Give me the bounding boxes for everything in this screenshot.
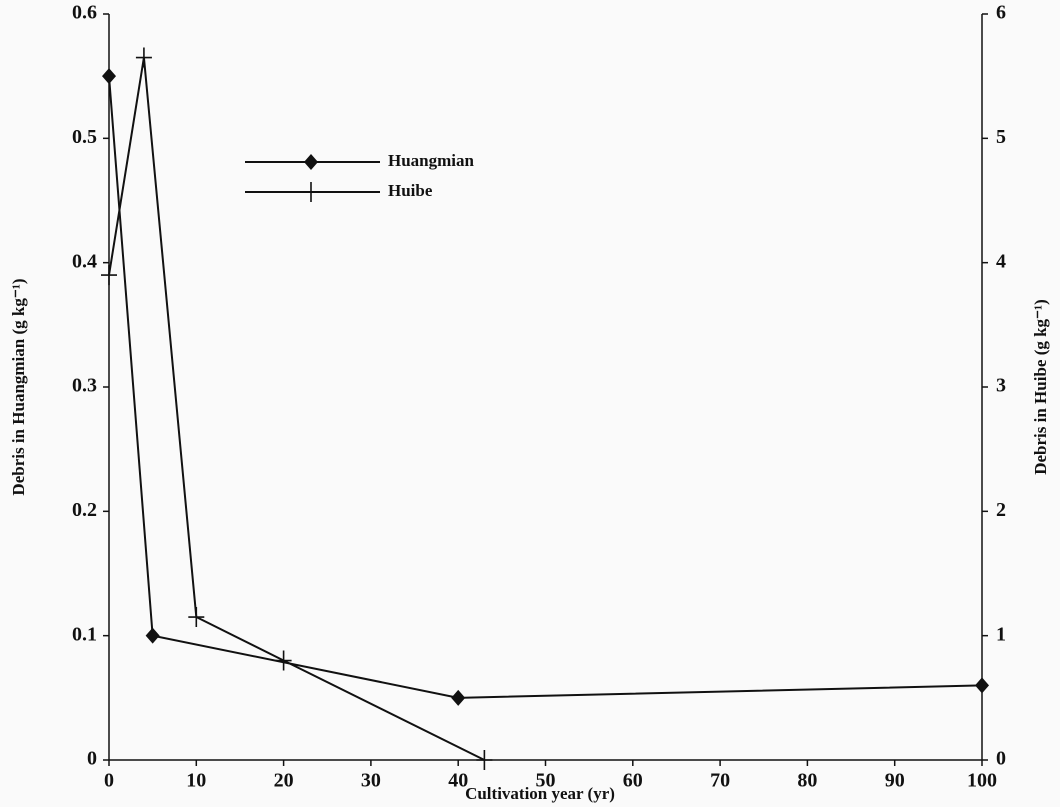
marker xyxy=(476,750,493,770)
x-tick-label: 10 xyxy=(186,770,206,792)
x-tick-label: 20 xyxy=(274,770,294,792)
y2-tick-label: 2 xyxy=(996,499,1006,521)
x-tick-label: 80 xyxy=(797,770,817,792)
y-tick-label: 0.3 xyxy=(72,375,97,397)
y-tick-label: 0.1 xyxy=(72,623,97,645)
marker xyxy=(451,689,466,706)
series-line xyxy=(108,76,983,699)
y2-tick-label: 1 xyxy=(996,623,1006,645)
y2-axis-title: Debris in Huibe (g kg⁻¹) xyxy=(1031,299,1050,475)
x-tick-label: 60 xyxy=(623,770,643,792)
legend-label: Huangmian xyxy=(388,151,475,170)
y-tick-label: 0.5 xyxy=(72,126,97,148)
y2-tick-label: 5 xyxy=(996,126,1006,148)
marker xyxy=(102,68,116,85)
x-tick-label: 0 xyxy=(104,770,114,792)
x-tick-label: 100 xyxy=(967,770,997,792)
marker xyxy=(975,677,989,694)
marker xyxy=(303,182,319,202)
y2-tick-label: 6 xyxy=(996,2,1006,24)
legend-label: Huibe xyxy=(388,181,433,200)
x-tick-label: 40 xyxy=(448,770,468,792)
x-tick-label: 30 xyxy=(361,770,381,792)
marker xyxy=(188,607,205,628)
marker xyxy=(101,265,117,286)
marker xyxy=(135,47,152,68)
marker xyxy=(145,627,160,644)
marker xyxy=(304,154,318,170)
y-axis-title: Debris in Huangmian (g kg⁻¹) xyxy=(9,278,28,495)
x-tick-label: 50 xyxy=(536,770,556,792)
y-tick-label: 0.6 xyxy=(72,2,97,24)
x-axis-title: Cultivation year (yr) xyxy=(465,784,615,803)
y2-tick-label: 0 xyxy=(996,748,1006,770)
x-tick-label: 70 xyxy=(710,770,730,792)
y2-tick-label: 4 xyxy=(996,250,1006,272)
x-tick-label: 90 xyxy=(885,770,905,792)
y2-tick-label: 3 xyxy=(996,375,1006,397)
y-tick-label: 0.4 xyxy=(72,250,97,272)
y-tick-label: 0 xyxy=(87,748,97,770)
y-tick-label: 0.2 xyxy=(72,499,97,521)
marker xyxy=(275,650,292,671)
